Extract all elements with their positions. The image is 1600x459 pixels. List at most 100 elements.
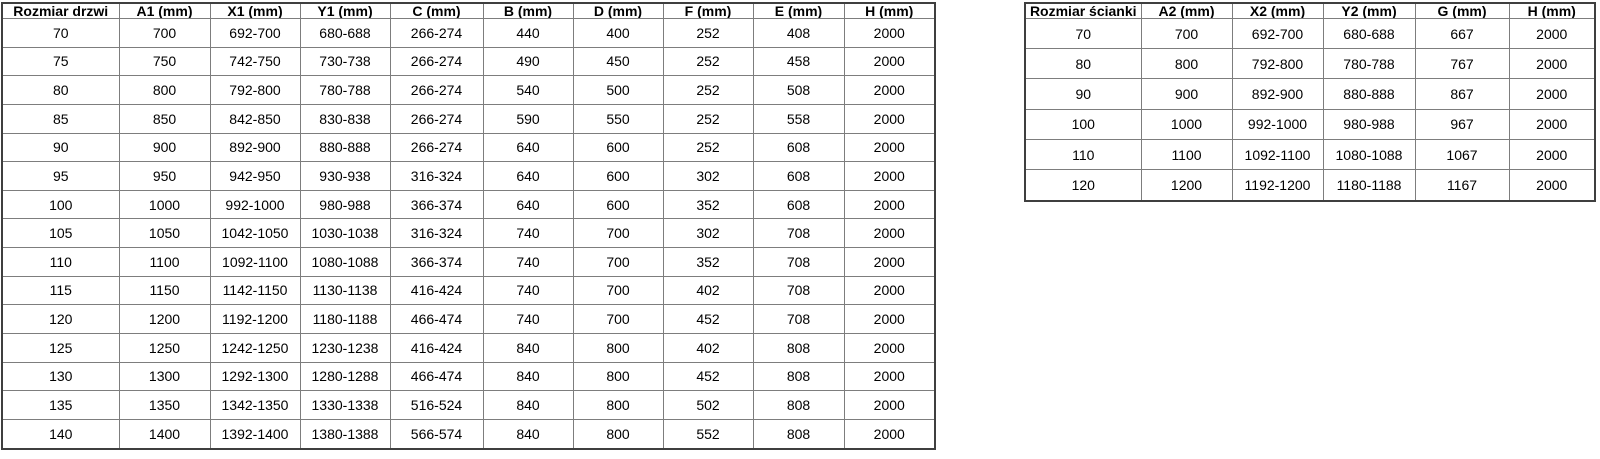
table-cell: 708 bbox=[752, 275, 845, 306]
table-cell: 266-274 bbox=[389, 103, 484, 134]
table-cell: 800 bbox=[572, 332, 664, 363]
table-cell: 2000 bbox=[843, 361, 936, 392]
table-cell: 2000 bbox=[843, 275, 936, 306]
table-cell: 466-474 bbox=[389, 304, 484, 334]
table-cell: 792-800 bbox=[1231, 48, 1324, 80]
table-cell: 808 bbox=[752, 361, 845, 392]
table-cell: 830-838 bbox=[299, 103, 391, 134]
table-cell: 730-738 bbox=[299, 46, 391, 77]
table-cell: 1042-1050 bbox=[209, 218, 301, 248]
table-cell: 2000 bbox=[843, 189, 936, 220]
table-cell: 466-474 bbox=[389, 361, 484, 392]
table-row: 85 850 842-850 830-838 266-274 590 550 252 558 20… bbox=[1, 103, 936, 134]
column-header: E (mm) bbox=[752, 2, 845, 19]
table-cell: 120 bbox=[1, 304, 120, 334]
table-cell: 800 bbox=[572, 390, 664, 420]
table-cell: 840 bbox=[482, 361, 574, 392]
table-cell: 558 bbox=[752, 103, 845, 134]
table-cell: 70 bbox=[1024, 17, 1142, 50]
column-header: X1 (mm) bbox=[209, 2, 301, 19]
table-cell: 2000 bbox=[843, 46, 936, 77]
table-cell: 700 bbox=[572, 275, 664, 306]
table-row: 80 800 792-800 780-788 266-274 540 500 252 508 20… bbox=[1, 75, 936, 105]
table-cell: 840 bbox=[482, 418, 574, 450]
table-cell: 2000 bbox=[843, 161, 936, 191]
table-cell: 980-988 bbox=[1322, 108, 1416, 140]
table-cell: 1180-1188 bbox=[1322, 169, 1416, 202]
table-cell: 252 bbox=[662, 18, 754, 48]
table-cell: 700 bbox=[1140, 17, 1233, 50]
wall-size-table: Rozmiar ścianki A2 (mm) X2 (mm) Y2 (mm) G (m… bbox=[1024, 2, 1596, 202]
column-header: Y2 (mm) bbox=[1322, 2, 1416, 19]
table-cell: 1280-1288 bbox=[299, 361, 391, 392]
table-cell: 1000 bbox=[1140, 108, 1233, 140]
table-cell: 850 bbox=[118, 103, 211, 134]
table-cell: 105 bbox=[1, 218, 120, 248]
table-cell: 740 bbox=[482, 218, 574, 248]
table-cell: 667 bbox=[1414, 17, 1510, 50]
table-cell: 880-888 bbox=[299, 132, 391, 163]
table-cell: 640 bbox=[482, 189, 574, 220]
column-header: Rozmiar drzwi bbox=[1, 2, 120, 19]
table-cell: 808 bbox=[752, 418, 845, 450]
table-cell: 700 bbox=[118, 18, 211, 48]
table-cell: 808 bbox=[752, 332, 845, 363]
table-row: 140 1400 1392-1400 1380-1388 566-574 840 800 55… bbox=[1, 418, 936, 450]
table-cell: 1092-1100 bbox=[209, 247, 301, 277]
table-cell: 680-688 bbox=[299, 18, 391, 48]
table-row: 135 1350 1342-1350 1330-1338 516-524 840 800 50… bbox=[1, 390, 936, 420]
table-cell: 1092-1100 bbox=[1231, 138, 1324, 171]
column-header: Y1 (mm) bbox=[299, 2, 391, 19]
table-cell: 608 bbox=[752, 132, 845, 163]
table-cell: 808 bbox=[752, 390, 845, 420]
table-cell: 266-274 bbox=[389, 132, 484, 163]
table-cell: 600 bbox=[572, 161, 664, 191]
table-cell: 416-424 bbox=[389, 275, 484, 306]
table-cell: 700 bbox=[572, 247, 664, 277]
table-cell: 608 bbox=[752, 161, 845, 191]
table-cell: 2000 bbox=[843, 247, 936, 277]
table-cell: 1192-1200 bbox=[209, 304, 301, 334]
table-cell: 1342-1350 bbox=[209, 390, 301, 420]
table-cell: 115 bbox=[1, 275, 120, 306]
table-cell: 2000 bbox=[843, 132, 936, 163]
table-row: 90 900 892-900 880-888 266-274 640 600 252 608 20… bbox=[1, 132, 936, 163]
table-cell: 552 bbox=[662, 418, 754, 450]
table-cell: 566-574 bbox=[389, 418, 484, 450]
table-row: 120 1200 1192-1200 1180-1188 466-474 740 700 45… bbox=[1, 304, 936, 334]
table-cell: 2000 bbox=[843, 103, 936, 134]
table-cell: 508 bbox=[752, 75, 845, 105]
table-cell: 1330-1338 bbox=[299, 390, 391, 420]
table-row: 75 750 742-750 730-738 266-274 490 450 252 458 20… bbox=[1, 46, 936, 77]
table-cell: 366-374 bbox=[389, 247, 484, 277]
table-cell: 708 bbox=[752, 247, 845, 277]
table-cell: 800 bbox=[118, 75, 211, 105]
table-row: 80 800 792-800 780-788 767 2000 bbox=[1024, 48, 1596, 80]
table-cell: 2000 bbox=[843, 218, 936, 248]
table-cell: 2000 bbox=[1508, 17, 1596, 50]
table-cell: 458 bbox=[752, 46, 845, 77]
table-cell: 352 bbox=[662, 247, 754, 277]
table-cell: 1050 bbox=[118, 218, 211, 248]
table-cell: 780-788 bbox=[1322, 48, 1416, 80]
table-row: 120 1200 1192-1200 1180-1188 1167 2000 bbox=[1024, 169, 1596, 202]
table-cell: 1180-1188 bbox=[299, 304, 391, 334]
table-row: 105 1050 1042-1050 1030-1038 316-324 740 700 30… bbox=[1, 218, 936, 248]
table-cell: 266-274 bbox=[389, 75, 484, 105]
table-cell: 2000 bbox=[843, 18, 936, 48]
table-cell: 316-324 bbox=[389, 161, 484, 191]
table-cell: 80 bbox=[1, 75, 120, 105]
table-cell: 840 bbox=[482, 390, 574, 420]
table-cell: 490 bbox=[482, 46, 574, 77]
table-cell: 740 bbox=[482, 275, 574, 306]
column-header: H (mm) bbox=[843, 2, 936, 19]
table-cell: 125 bbox=[1, 332, 120, 363]
table-cell: 600 bbox=[572, 189, 664, 220]
table-cell: 2000 bbox=[1508, 138, 1596, 171]
table-cell: 1000 bbox=[118, 189, 211, 220]
table-cell: 85 bbox=[1, 103, 120, 134]
table-cell: 450 bbox=[572, 46, 664, 77]
table-cell: 1400 bbox=[118, 418, 211, 450]
table-cell: 130 bbox=[1, 361, 120, 392]
table-cell: 402 bbox=[662, 275, 754, 306]
